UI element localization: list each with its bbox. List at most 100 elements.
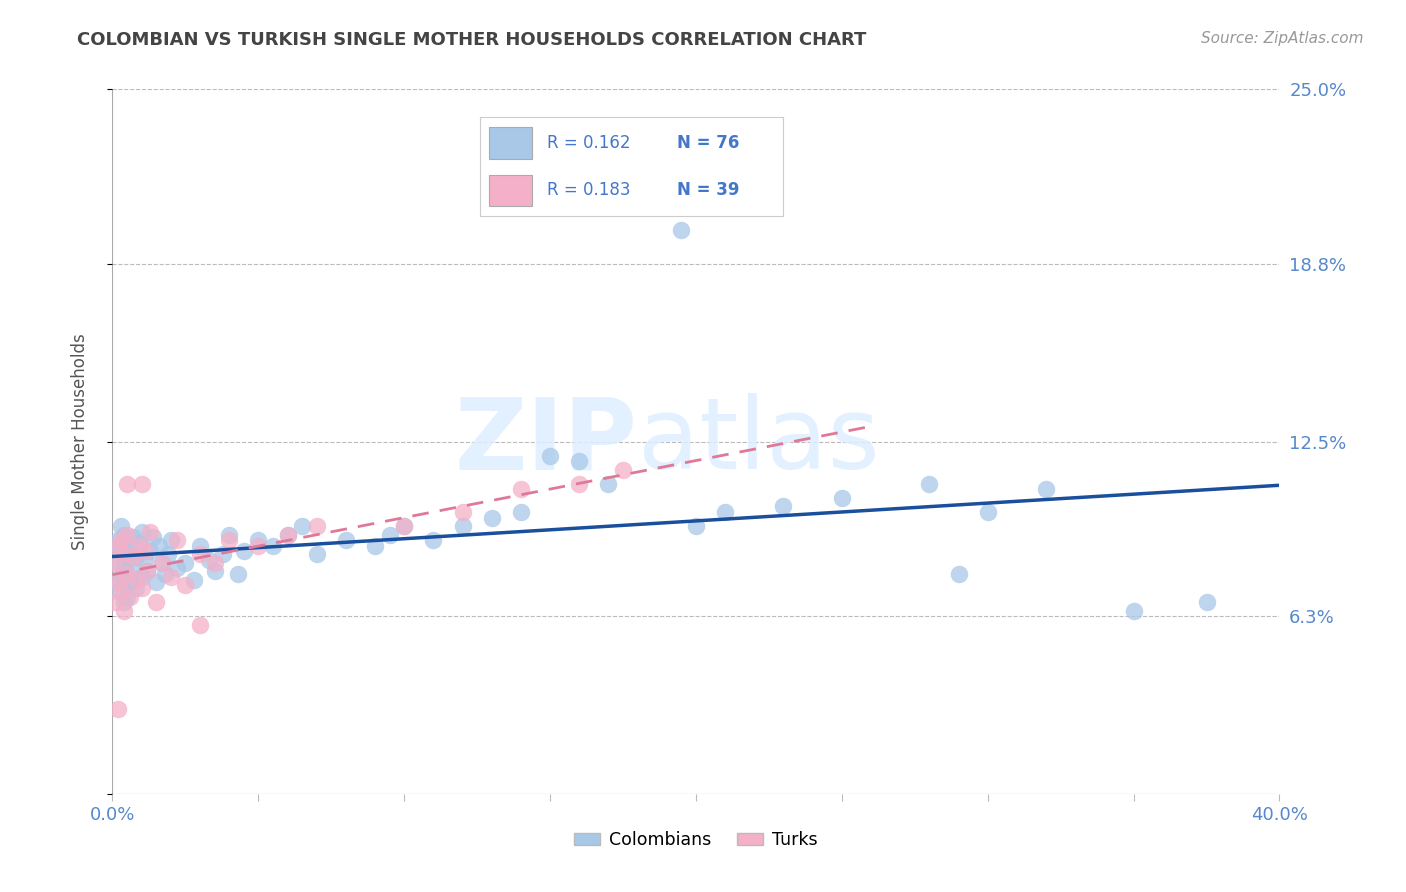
Point — [714, 505, 737, 519]
Point — [136, 564, 159, 578]
Point — [174, 556, 197, 570]
Point — [598, 476, 620, 491]
Point — [538, 449, 561, 463]
Point — [305, 519, 328, 533]
Point — [134, 544, 156, 558]
Point — [378, 527, 401, 541]
Point — [335, 533, 357, 548]
Point — [247, 539, 270, 553]
Point — [394, 519, 416, 533]
Point — [112, 527, 135, 541]
Point — [115, 578, 138, 592]
Point — [197, 553, 219, 567]
Point — [276, 527, 298, 541]
Point — [112, 561, 135, 575]
Point — [107, 702, 129, 716]
Point — [166, 533, 188, 548]
Point — [110, 583, 132, 598]
Point — [204, 564, 226, 578]
Point — [112, 604, 135, 618]
Point — [110, 533, 132, 548]
Point — [232, 544, 254, 558]
Point — [104, 556, 127, 570]
Point — [509, 505, 531, 519]
Point — [110, 547, 132, 561]
Text: atlas: atlas — [638, 393, 879, 490]
Y-axis label: Single Mother Households: Single Mother Households — [70, 334, 89, 549]
Point — [305, 547, 328, 561]
Legend: Colombians, Turks: Colombians, Turks — [568, 824, 824, 855]
Point — [128, 536, 150, 550]
Point — [394, 519, 416, 533]
Point — [276, 527, 298, 541]
Point — [148, 539, 170, 553]
Point — [131, 476, 153, 491]
Point — [104, 575, 127, 590]
Point — [145, 575, 167, 590]
Point — [115, 590, 138, 604]
Point — [115, 553, 138, 567]
Point — [685, 519, 707, 533]
Point — [364, 539, 387, 553]
Point — [125, 550, 148, 565]
Point — [122, 530, 145, 544]
Point — [160, 570, 183, 584]
Point — [183, 573, 205, 587]
Point — [145, 595, 167, 609]
Point — [118, 544, 141, 558]
Point — [125, 581, 148, 595]
Point — [188, 547, 211, 561]
Point — [125, 573, 148, 587]
Point — [188, 539, 211, 553]
Point — [104, 595, 127, 609]
Point — [156, 547, 179, 561]
Point — [262, 539, 284, 553]
Point — [509, 483, 531, 497]
Point — [139, 524, 162, 539]
Point — [976, 505, 998, 519]
Point — [131, 570, 153, 584]
Point — [451, 519, 474, 533]
Text: Source: ZipAtlas.com: Source: ZipAtlas.com — [1201, 31, 1364, 46]
Point — [122, 564, 145, 578]
Point — [107, 556, 129, 570]
Point — [122, 550, 145, 565]
Point — [212, 547, 235, 561]
Point — [110, 519, 132, 533]
Point — [218, 533, 240, 548]
Point — [918, 476, 941, 491]
Point — [118, 590, 141, 604]
Point — [948, 567, 970, 582]
Point — [204, 556, 226, 570]
Point — [150, 556, 173, 570]
Point — [1122, 604, 1144, 618]
Point — [131, 581, 153, 595]
Point — [118, 573, 141, 587]
Point — [112, 547, 135, 561]
Point — [131, 524, 153, 539]
Text: ZIP: ZIP — [454, 393, 638, 490]
Point — [166, 561, 188, 575]
Point — [174, 578, 197, 592]
Point — [612, 463, 634, 477]
Point — [451, 505, 474, 519]
Point — [107, 533, 129, 548]
Point — [772, 500, 794, 514]
Point — [218, 527, 240, 541]
Point — [107, 575, 129, 590]
Point — [107, 539, 129, 553]
Point — [1035, 483, 1057, 497]
Point — [422, 533, 444, 548]
Point — [481, 510, 503, 524]
Point — [247, 533, 270, 548]
Text: COLOMBIAN VS TURKISH SINGLE MOTHER HOUSEHOLDS CORRELATION CHART: COLOMBIAN VS TURKISH SINGLE MOTHER HOUSE… — [77, 31, 866, 49]
Point — [568, 476, 591, 491]
Point — [160, 533, 183, 548]
Point — [142, 530, 165, 544]
Point — [150, 556, 173, 570]
Point — [115, 476, 138, 491]
Point — [139, 544, 162, 558]
Point — [1195, 595, 1218, 609]
Point — [568, 454, 591, 468]
Point — [115, 567, 138, 582]
